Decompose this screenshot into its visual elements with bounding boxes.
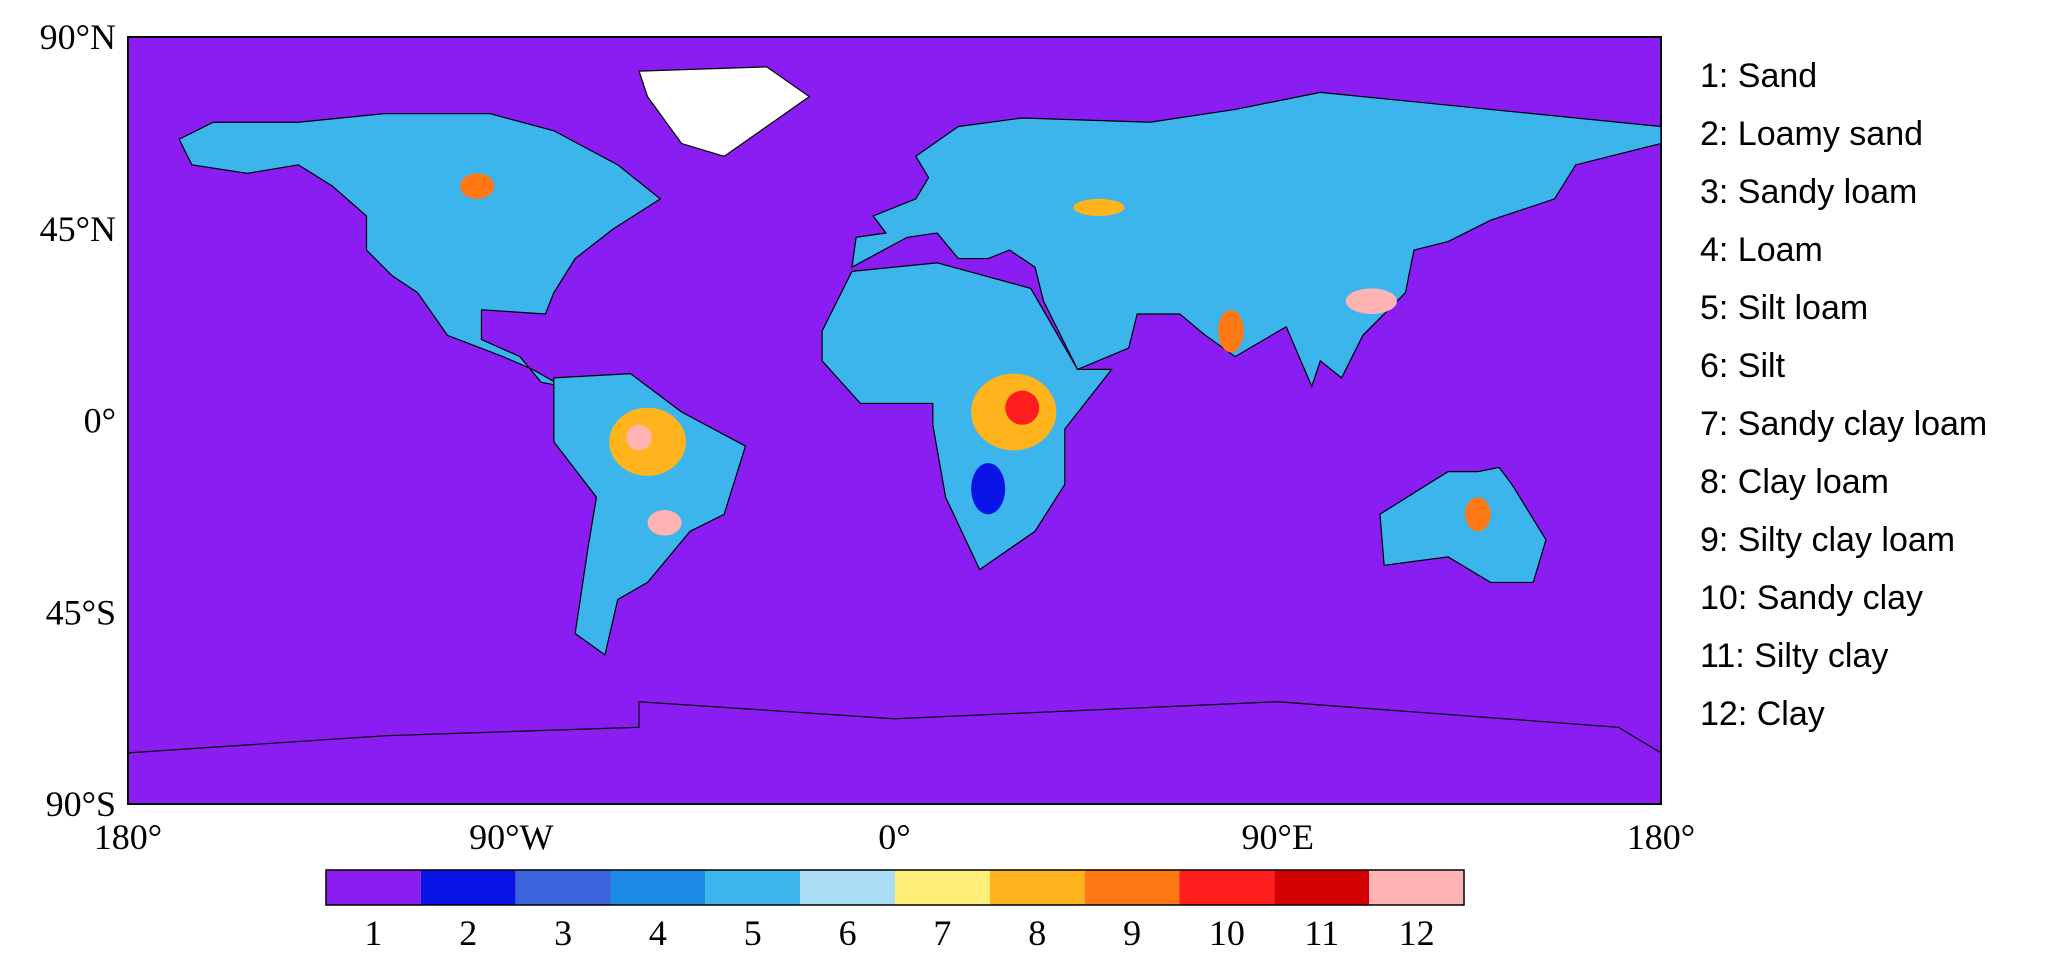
soil-patch: [1005, 390, 1040, 425]
colorbar-label: 8: [1028, 913, 1046, 953]
legend-entry: 2: Loamy sand: [1700, 115, 1923, 153]
colorbar-swatch: [1369, 870, 1464, 905]
soil-patch: [460, 173, 495, 199]
colorbar-label: 9: [1123, 913, 1141, 953]
legend-entry: 5: Silt loam: [1700, 289, 1868, 327]
y-tick-label: 45°N: [40, 209, 116, 249]
legend-entry: 4: Loam: [1700, 231, 1823, 269]
legend-entry: 3: Sandy loam: [1700, 173, 1917, 211]
north-america: [179, 114, 660, 387]
soil-patch: [1345, 288, 1397, 314]
colorbar-swatch: [326, 870, 421, 905]
legend-entry: 10: Sandy clay: [1700, 579, 1923, 617]
colorbar-swatch: [1179, 870, 1275, 905]
legend-entry: 7: Sandy clay loam: [1700, 405, 1987, 443]
colorbar-frame: [325, 869, 1465, 906]
soil-patch: [626, 424, 652, 451]
colorbar-swatch: [705, 870, 801, 905]
soil-patch: [647, 509, 682, 536]
soil-patch: [1073, 198, 1125, 216]
colorbar-swatch: [989, 870, 1085, 905]
y-ticks: 90°N 45°N 0° 45°S 90°S: [40, 17, 116, 824]
x-tick-label: 180°: [94, 817, 162, 857]
legend-entry: 8: Clay loam: [1700, 463, 1889, 501]
continents: [128, 67, 1661, 753]
australia: [1380, 467, 1546, 582]
x-ticks: 180° 90°W 0° 90°E 180°: [94, 817, 1695, 857]
x-tick-label: 90°W: [469, 817, 553, 857]
legend: 1: Sand 2: Loamy sand 3: Sandy loam 4: Loam…: [1700, 57, 1987, 733]
colorbar-label: 2: [459, 913, 477, 953]
y-tick-label: 90°N: [40, 17, 116, 57]
africa: [822, 263, 1112, 570]
colorbar-label: 7: [933, 913, 951, 953]
legend-entry: 9: Silty clay loam: [1700, 521, 1955, 559]
soil-patch: [1218, 309, 1244, 353]
colorbar-label: 4: [649, 913, 667, 953]
soil-patch: [971, 463, 1006, 515]
colorbar-label: 10: [1209, 913, 1245, 953]
legend-entry: 11: Silty clay: [1700, 637, 1888, 675]
colorbar-swatch: [1084, 870, 1180, 905]
colorbar-swatch: [610, 870, 706, 905]
legend-entry: 12: Clay: [1700, 695, 1825, 733]
soil-patch: [1465, 497, 1491, 532]
legend-entry: 6: Silt: [1700, 347, 1786, 385]
colorbar-label: 5: [744, 913, 762, 953]
x-tick-label: 180°: [1627, 817, 1695, 857]
colorbar-label: 11: [1304, 913, 1339, 953]
colorbar: 1 2 3 4 5 6 7 8 9 10 11 12: [325, 869, 1465, 953]
colorbar-swatch: [420, 870, 516, 905]
legend-entry: 1: Sand: [1700, 57, 1817, 95]
y-tick-label: 0°: [84, 401, 116, 441]
colorbar-label: 6: [839, 913, 857, 953]
x-tick-label: 90°E: [1242, 817, 1314, 857]
colorbar-swatch: [800, 870, 895, 905]
south-america: [554, 374, 746, 655]
x-tick-label: 0°: [878, 817, 910, 857]
eurasia: [852, 92, 1661, 386]
colorbar-label: 1: [364, 913, 382, 953]
antarctica-coast: [128, 702, 1661, 753]
colorbar-label: 3: [554, 913, 572, 953]
y-tick-label: 90°S: [46, 784, 116, 824]
colorbar-swatch: [515, 870, 611, 905]
y-tick-label: 45°S: [46, 592, 116, 632]
colorbar-swatch: [895, 870, 990, 905]
greenland: [639, 67, 809, 156]
colorbar-label: 12: [1399, 913, 1435, 953]
colorbar-swatch: [1274, 870, 1370, 905]
